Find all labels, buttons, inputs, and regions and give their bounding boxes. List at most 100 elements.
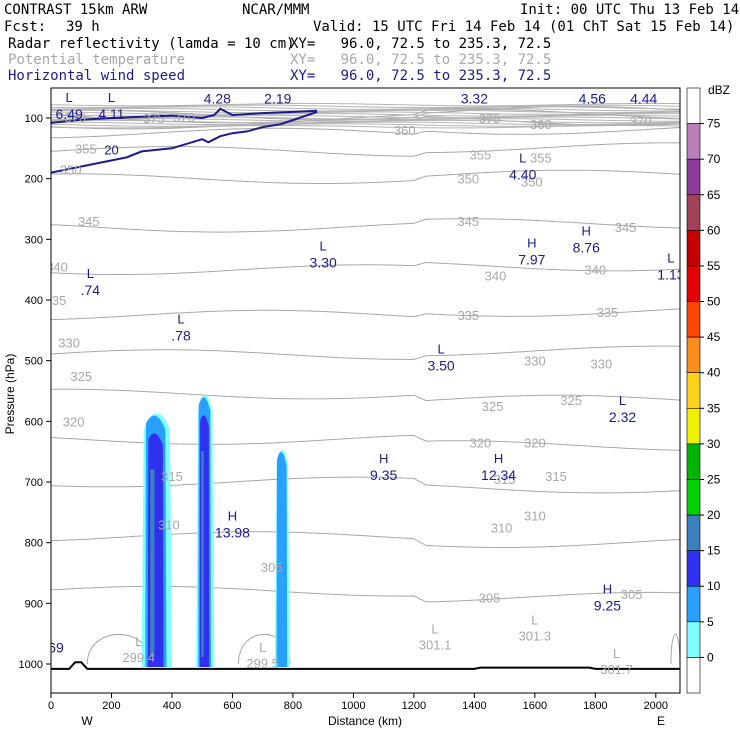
theta-contour-330 bbox=[51, 345, 680, 361]
wind-extremum-marker: H bbox=[379, 451, 388, 466]
colorbar-swatch bbox=[686, 301, 701, 338]
theta-label: 330 bbox=[58, 335, 80, 350]
colorbar-label: 30 bbox=[707, 437, 721, 451]
colorbar-swatch bbox=[686, 230, 701, 267]
colorbar-unit: dBZ bbox=[708, 83, 730, 97]
theta-upper-contour bbox=[51, 111, 680, 115]
theta-contour-335 bbox=[51, 308, 680, 321]
y-tick-label: 700 bbox=[25, 477, 43, 489]
valid-time: Valid: 15 UTC Fri 14 Feb 14 (01 ChT Sat … bbox=[313, 19, 735, 35]
east-label: E bbox=[657, 714, 665, 728]
wind-extremum-marker: L bbox=[214, 75, 221, 90]
plot-area: 20 370 375 370 360 375 360 370 355 355 355 350 350 35… bbox=[51, 75, 680, 677]
theta-label: 315 bbox=[494, 472, 516, 487]
wind-extremum-value: 9.35 bbox=[370, 467, 397, 483]
field-theta: Potential temperature bbox=[8, 52, 186, 68]
colorbar-swatch bbox=[686, 265, 701, 302]
plot-frame bbox=[50, 87, 681, 694]
theta-label: 345 bbox=[78, 214, 100, 229]
axes: 0 200 400 600 800 1000 1200 1400 1600 1800 2000 100… bbox=[19, 113, 669, 712]
theta-surface-contour bbox=[670, 633, 680, 665]
field-wind-xy: XY= 96.0, 72.5 to 235.3, 72.5 bbox=[290, 68, 552, 84]
colorbar-label: 65 bbox=[707, 188, 721, 202]
wind-extremum-marker: L bbox=[177, 311, 184, 326]
theta-label: 325 bbox=[70, 369, 92, 384]
theta-upper-contour bbox=[51, 125, 680, 129]
wind-extremum-value: 4.11 bbox=[98, 106, 124, 122]
theta-label: 345 bbox=[457, 214, 479, 229]
field-reflectivity: Radar reflectivity (lamda = 10 cm) bbox=[8, 36, 295, 52]
wind-extremum-marker: L bbox=[619, 393, 626, 408]
theta-label: 330 bbox=[591, 357, 613, 372]
y-tick-label: 600 bbox=[25, 416, 43, 428]
theta-label: 375 bbox=[479, 111, 501, 126]
theta-label: 355 bbox=[75, 141, 97, 156]
x-tick-label: 400 bbox=[163, 700, 181, 712]
colorbar-label: 45 bbox=[707, 330, 721, 344]
theta-label: 370 bbox=[64, 110, 86, 125]
org-label: NCAR/MMM bbox=[242, 2, 310, 18]
y-tick-label: 400 bbox=[25, 295, 43, 307]
colorbar-swatch bbox=[686, 514, 701, 551]
wind-extremum-marker: H bbox=[494, 451, 503, 466]
theta-extremum-marker: L bbox=[613, 646, 620, 661]
wind-extremum-marker: L bbox=[471, 75, 478, 90]
theta-contour-345 bbox=[51, 218, 680, 233]
theta-extremum-marker: L bbox=[431, 622, 438, 637]
reflectivity-cell-1-20dbz bbox=[150, 469, 155, 658]
theta-label: 350 bbox=[60, 163, 82, 178]
theta-extremum-marker: L bbox=[135, 634, 142, 649]
y-tick-label: 800 bbox=[25, 538, 43, 550]
colorbar-swatch bbox=[686, 158, 701, 196]
colorbar-swatch bbox=[686, 372, 701, 409]
colorbar-swatch bbox=[686, 194, 701, 231]
theta-label: 370 bbox=[173, 110, 195, 125]
wind-extremum-value: .78 bbox=[171, 327, 191, 343]
field-reflectivity-xy: XY= 96.0, 72.5 to 235.3, 72.5 bbox=[290, 36, 552, 52]
colorbar-label: 15 bbox=[707, 544, 721, 558]
theta-label: 375 bbox=[143, 111, 165, 126]
theta-upper-contour bbox=[51, 118, 680, 122]
colorbar-swatch bbox=[686, 443, 701, 480]
west-label: W bbox=[81, 714, 93, 728]
colorbar-swatch bbox=[686, 657, 701, 694]
theta-extremum-marker: L bbox=[531, 613, 538, 628]
wind-extremum-marker: L bbox=[589, 75, 596, 90]
colorbar-label: 60 bbox=[707, 223, 721, 237]
theta-label: 315 bbox=[545, 469, 567, 484]
theta-upper-contour bbox=[51, 121, 680, 126]
wind-extremum-value: 2.19 bbox=[264, 91, 291, 107]
theta-upper-contour bbox=[51, 102, 680, 107]
colorbar-label: 40 bbox=[707, 366, 721, 380]
theta-label: 370 bbox=[630, 114, 652, 129]
terrain-line bbox=[51, 661, 680, 670]
wind-extremum-value: 6.49 bbox=[56, 106, 83, 122]
wind-extremum-marker: L bbox=[66, 90, 73, 105]
theta-upper-contour bbox=[51, 123, 680, 127]
theta-upper-contour bbox=[51, 119, 680, 124]
theta-label: 305 bbox=[261, 560, 283, 575]
colorbar-label: 25 bbox=[707, 472, 721, 486]
x-tick-label: 600 bbox=[223, 700, 241, 712]
theta-label: 350 bbox=[457, 172, 479, 187]
theta-upper-contour bbox=[51, 116, 680, 121]
colorbar-swatch bbox=[686, 479, 701, 516]
colorbar-swatch bbox=[686, 87, 701, 124]
y-tick-label: 200 bbox=[25, 174, 43, 186]
theta-contour-340 bbox=[51, 261, 680, 275]
colorbar-label: 0 bbox=[707, 650, 714, 664]
theta-label: 305 bbox=[479, 590, 501, 605]
wind-extremum-value: 3.32 bbox=[461, 91, 488, 107]
theta-label: 355 bbox=[470, 147, 492, 162]
theta-label: 315 bbox=[161, 469, 183, 484]
colorbar-label: 5 bbox=[707, 615, 714, 629]
colorbar-swatch bbox=[686, 407, 701, 445]
theta-label: 335 bbox=[597, 305, 619, 320]
reflectivity-cell-2-20dbz bbox=[201, 451, 204, 658]
wind-extremum-marker: L bbox=[437, 342, 444, 357]
theta-contour-360 bbox=[51, 127, 680, 139]
wind-extremum-value: 4.28 bbox=[204, 91, 231, 107]
theta-extremum-value: 301.3 bbox=[519, 629, 552, 644]
wind-extremum-value: 7.97 bbox=[518, 251, 545, 267]
field-theta-xy: XY= 96.0, 72.5 to 235.3, 72.5 bbox=[290, 52, 552, 68]
